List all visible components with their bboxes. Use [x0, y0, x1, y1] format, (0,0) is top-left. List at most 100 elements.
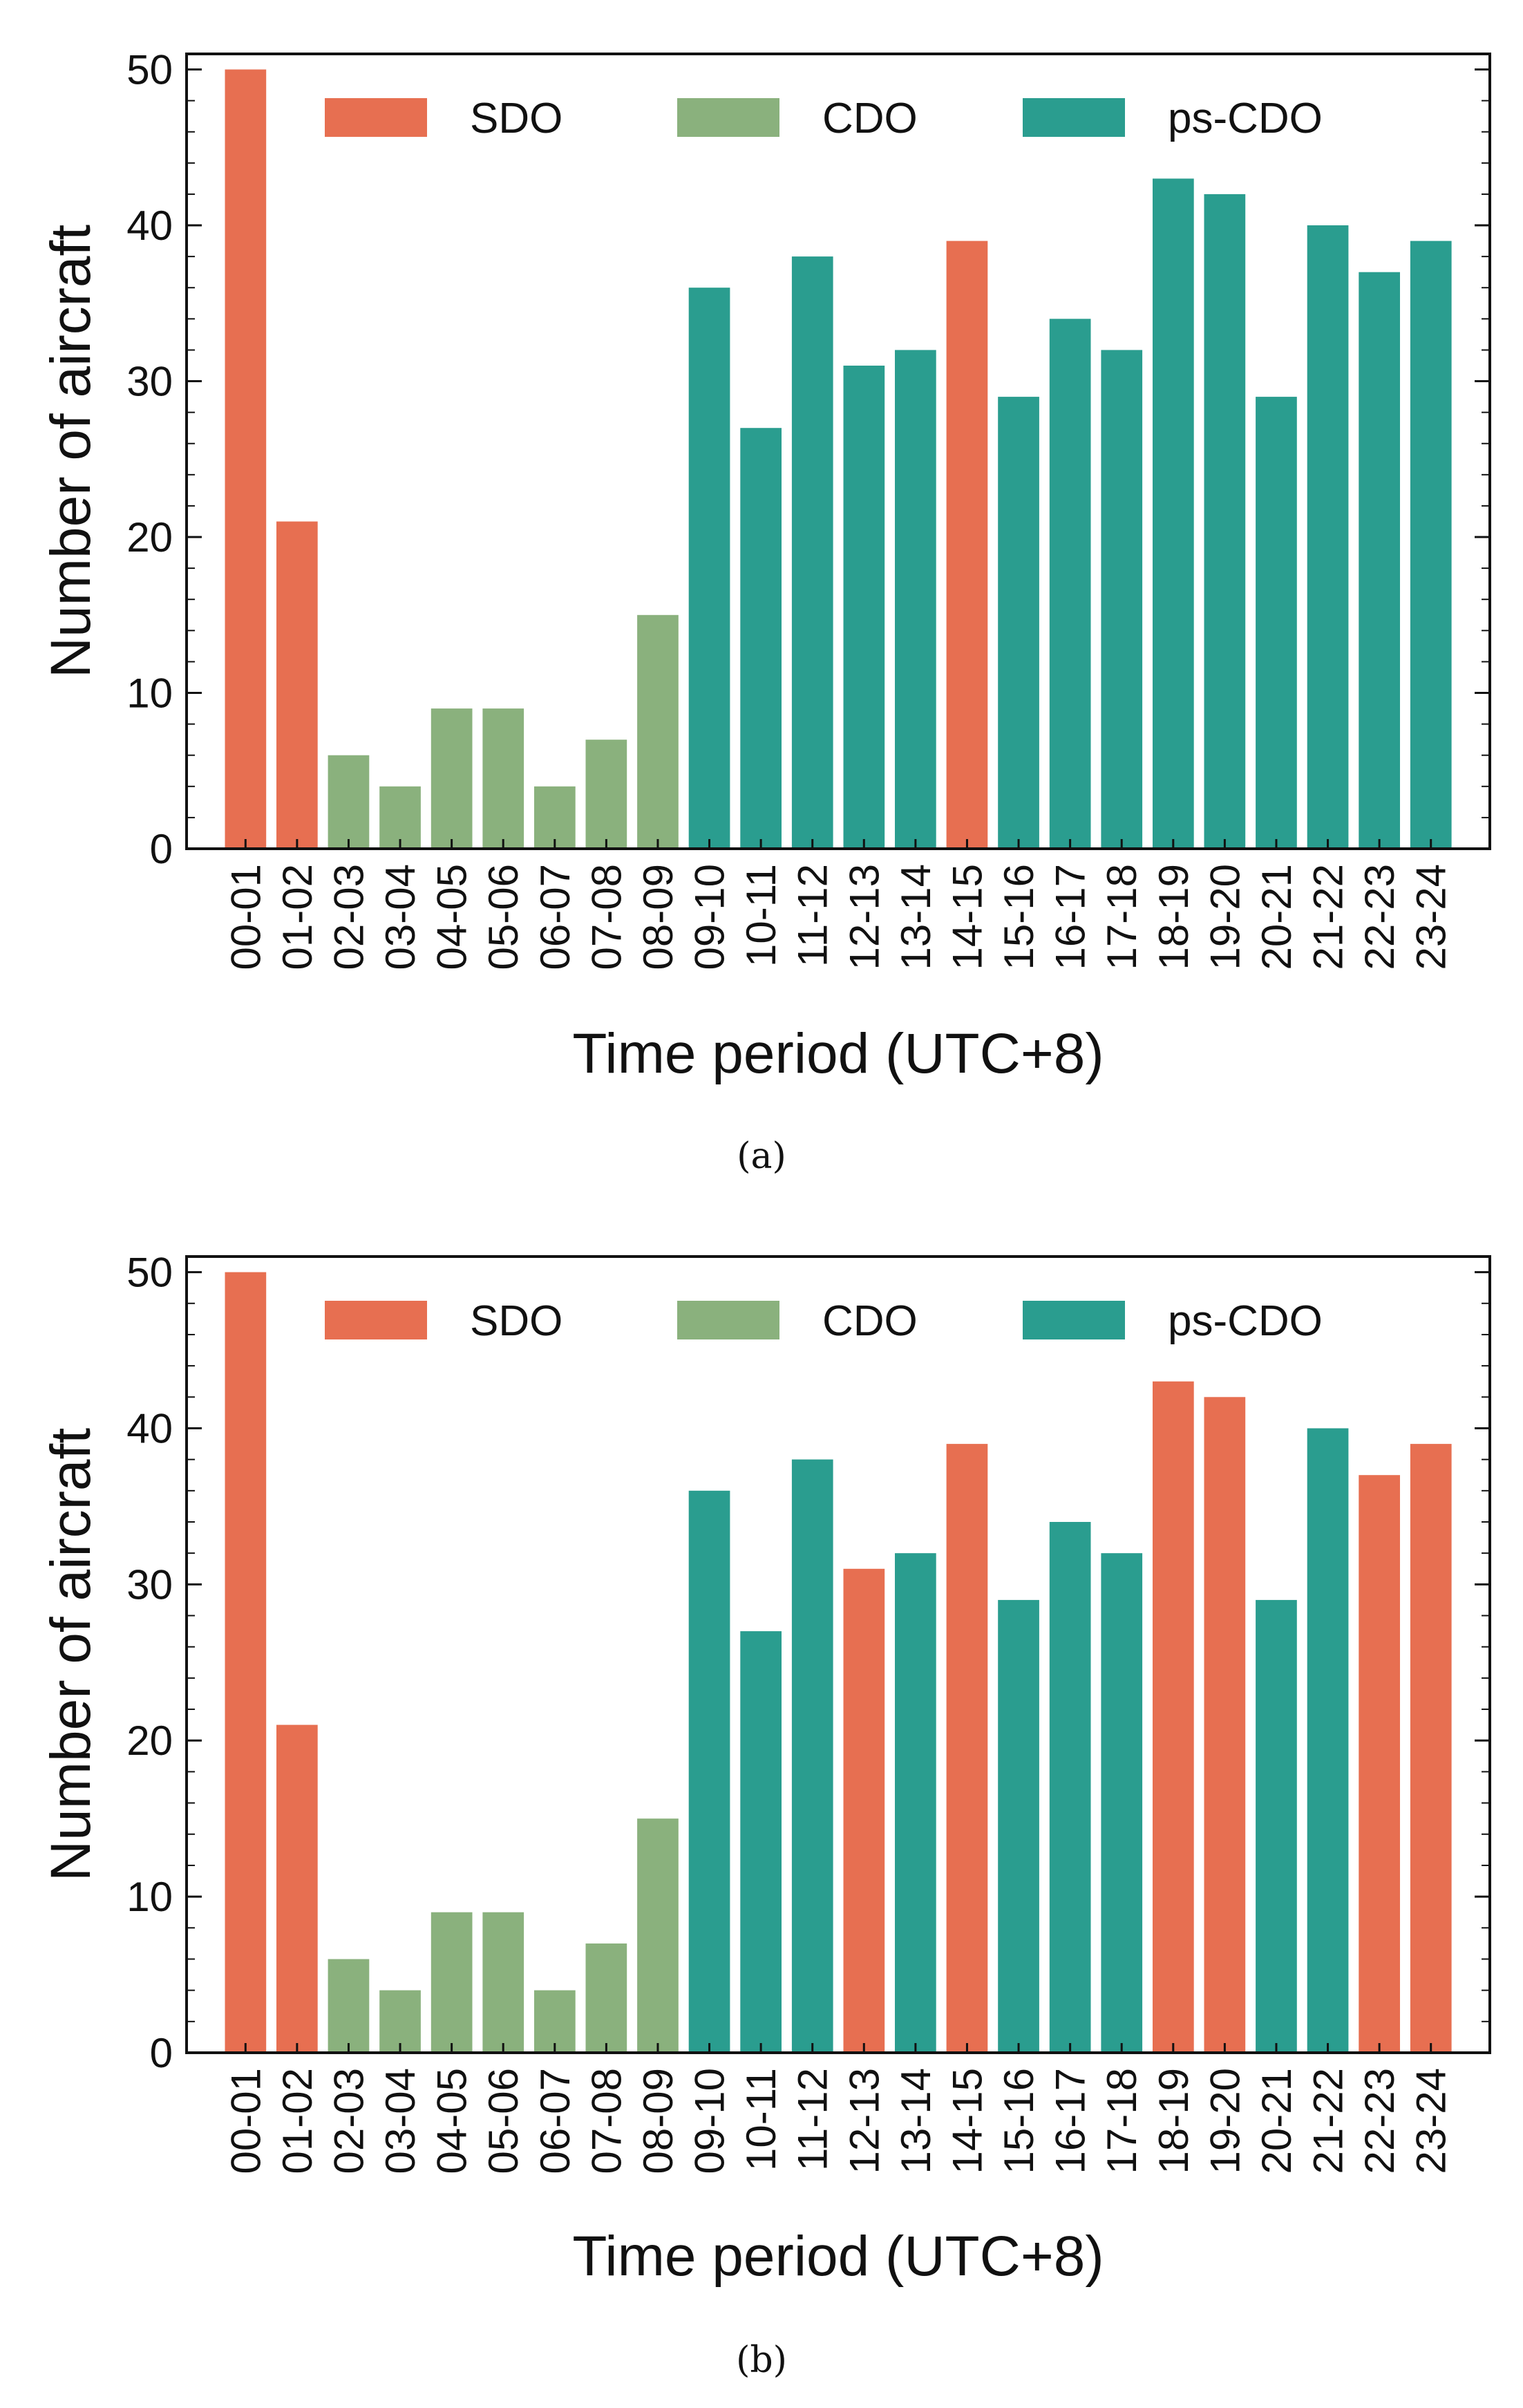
bar-01-02-SDO — [276, 1724, 318, 2053]
x-tick-label: 07-08 — [583, 864, 630, 970]
bar-21-22-ps-CDO — [1307, 225, 1349, 849]
bar-00-01-SDO — [225, 69, 267, 849]
y-tick-label: 20 — [126, 1718, 173, 1764]
x-tick-label: 15-16 — [996, 864, 1042, 970]
x-tick-label: 06-07 — [532, 2068, 578, 2174]
caption-b: (b) — [736, 2340, 787, 2381]
x-tick-label: 16-17 — [1048, 2068, 1094, 2174]
bar-14-15-SDO — [946, 241, 988, 849]
bar-05-06-CDO — [482, 708, 524, 849]
legend-swatch-ps-CDO — [1023, 1301, 1125, 1339]
bar-11-12-ps-CDO — [791, 1459, 833, 2053]
bar-16-17-ps-CDO — [1049, 1522, 1091, 2053]
x-tick-label: 06-07 — [532, 864, 578, 970]
x-tick-label: 19-20 — [1202, 2068, 1248, 2174]
plot-frame — [185, 1255, 1491, 2054]
bar-17-18-ps-CDO — [1101, 1553, 1143, 2053]
bar-05-06-CDO — [482, 1912, 524, 2053]
x-tick-label: 01-02 — [274, 2068, 321, 2174]
bar-09-10-ps-CDO — [688, 288, 730, 849]
bar-13-14-ps-CDO — [895, 350, 936, 849]
x-tick-label: 08-09 — [635, 864, 681, 970]
legend-swatch-CDO — [677, 98, 779, 137]
x-tick-label: 23-24 — [1408, 864, 1455, 970]
bar-19-20-SDO — [1204, 1397, 1246, 2053]
y-tick-label: 0 — [150, 2030, 173, 2076]
x-axis-label: Time period (UTC+8) — [572, 2225, 1104, 2288]
bar-10-11-ps-CDO — [740, 1631, 782, 2053]
bar-18-19-SDO — [1153, 1381, 1194, 2053]
bar-04-05-CDO — [431, 708, 473, 849]
bar-06-07-CDO — [534, 786, 576, 849]
bar-08-09-CDO — [637, 1818, 679, 2053]
legend-label-CDO: CDO — [822, 1297, 918, 1345]
bar-08-09-CDO — [637, 614, 679, 849]
bar-11-12-ps-CDO — [791, 256, 833, 849]
legend-swatch-SDO — [325, 1301, 427, 1339]
y-axis-label: Number of aircraft — [39, 225, 102, 678]
x-tick-label: 07-08 — [583, 2068, 630, 2174]
x-tick-label: 12-13 — [841, 864, 887, 970]
x-tick-label: 18-19 — [1151, 2068, 1197, 2174]
y-axis-label: Number of aircraft — [39, 1428, 102, 1881]
x-tick-label: 02-03 — [325, 2068, 372, 2174]
x-tick-label: 03-04 — [377, 864, 424, 970]
bar-06-07-CDO — [534, 1990, 576, 2053]
bar-02-03-CDO — [328, 755, 370, 849]
bar-10-11-ps-CDO — [740, 428, 782, 849]
x-tick-label: 15-16 — [996, 2068, 1042, 2174]
bar-17-18-ps-CDO — [1101, 350, 1143, 849]
y-tick-label: 10 — [126, 1874, 173, 1920]
bar-12-13-SDO — [843, 1568, 885, 2053]
x-tick-label: 18-19 — [1151, 864, 1197, 970]
x-tick-label: 05-06 — [480, 864, 527, 970]
y-tick-label: 40 — [126, 203, 173, 249]
legend-swatch-ps-CDO — [1023, 98, 1125, 137]
bar-22-23-ps-CDO — [1359, 272, 1400, 849]
legend-label-ps-CDO: ps-CDO — [1168, 1297, 1323, 1345]
x-tick-label: 02-03 — [325, 864, 372, 970]
x-tick-label: 09-10 — [687, 2068, 733, 2174]
bar-23-24-SDO — [1410, 1444, 1452, 2053]
bar-18-19-ps-CDO — [1153, 178, 1194, 849]
x-tick-label: 04-05 — [429, 2068, 475, 2174]
x-tick-label: 23-24 — [1408, 2068, 1455, 2174]
x-tick-label: 00-01 — [223, 2068, 269, 2174]
bar-03-04-CDO — [379, 786, 421, 849]
x-tick-label: 09-10 — [687, 864, 733, 970]
bar-20-21-ps-CDO — [1256, 1599, 1297, 2053]
y-tick-label: 10 — [126, 670, 173, 717]
x-tick-label: 21-22 — [1305, 2068, 1352, 2174]
x-tick-label: 00-01 — [223, 864, 269, 970]
caption-a: (a) — [737, 1136, 786, 1177]
bar-07-08-CDO — [585, 740, 627, 849]
x-tick-label: 22-23 — [1356, 864, 1403, 970]
bar-03-04-CDO — [379, 1990, 421, 2053]
x-tick-label: 13-14 — [893, 864, 939, 970]
legend-swatch-SDO — [325, 98, 427, 137]
bar-12-13-ps-CDO — [843, 366, 885, 849]
bar-04-05-CDO — [431, 1912, 473, 2053]
bar-00-01-SDO — [225, 1272, 267, 2053]
x-tick-label: 05-06 — [480, 2068, 527, 2174]
bar-09-10-ps-CDO — [688, 1490, 730, 2053]
bar-21-22-ps-CDO — [1307, 1428, 1349, 2053]
chart-panel-b: 00-01 01-02 02-03 03-04 04-05 05-06 06-07 07-08… — [39, 1250, 1491, 2288]
y-tick-label: 50 — [126, 1250, 173, 1296]
bar-23-24-ps-CDO — [1410, 241, 1452, 849]
x-tick-label: 03-04 — [377, 2068, 424, 2174]
legend-label-ps-CDO: ps-CDO — [1168, 95, 1323, 142]
x-tick-label: 04-05 — [429, 864, 475, 970]
x-tick-label: 16-17 — [1048, 864, 1094, 970]
x-tick-label: 11-12 — [790, 864, 836, 967]
plot-frame — [185, 53, 1491, 850]
legend-label-CDO: CDO — [822, 95, 918, 142]
x-tick-label: 10-11 — [738, 2068, 784, 2171]
bar-01-02-SDO — [276, 521, 318, 849]
x-axis-label: Time period (UTC+8) — [572, 1022, 1104, 1085]
x-tick-label: 13-14 — [893, 2068, 939, 2174]
x-tick-label: 01-02 — [274, 864, 321, 970]
x-tick-label: 14-15 — [944, 2068, 990, 2174]
x-tick-label: 19-20 — [1202, 864, 1248, 970]
